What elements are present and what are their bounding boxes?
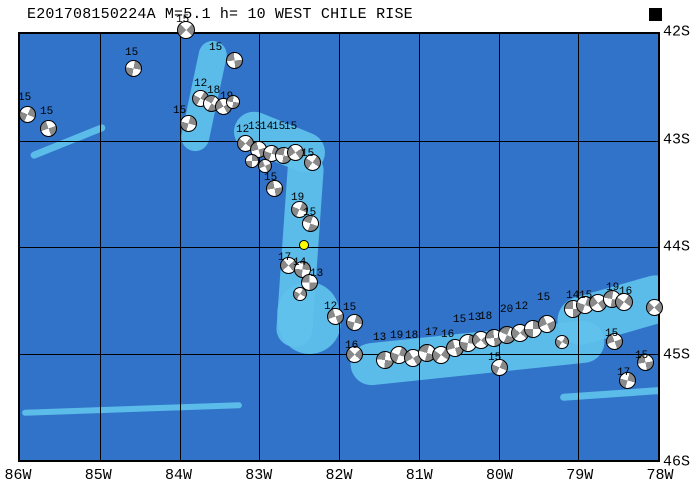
mechanism-date-label: 12 <box>324 301 338 313</box>
mechanism-date-label: 17 <box>425 327 439 339</box>
x-tick-label: 84W <box>164 467 193 484</box>
x-tick-label: 85W <box>84 467 112 484</box>
mechanism-date-label: 15 <box>605 328 619 340</box>
y-tick-label: 46S <box>663 453 691 471</box>
mechanism-date-label: 19 <box>390 330 404 342</box>
mechanism-date-label: 13 <box>373 332 387 344</box>
focal-mechanism-beachball <box>615 293 633 311</box>
mechanism-date-label: 12 <box>515 301 529 313</box>
focal-mechanism-beachball <box>345 313 363 331</box>
focal-mechanism-beachball <box>301 214 319 232</box>
focal-mechanism-beachball <box>293 287 307 301</box>
focal-mechanism-beachball <box>605 332 623 350</box>
mechanism-date-label: 15 <box>176 14 190 26</box>
x-tick-label: 83W <box>245 467 273 484</box>
mechanism-date-label: 13 <box>468 312 482 324</box>
event-magnitude: M=5.1 <box>164 6 211 23</box>
focal-mechanism-layer: 1515151515121819151213141515151519151714… <box>18 14 663 460</box>
mechanism-date-label: 15 <box>272 121 286 133</box>
focal-mechanism-beachball <box>177 21 195 39</box>
mechanism-date-label: 16 <box>345 340 359 352</box>
focal-mechanism-beachball <box>258 159 272 173</box>
x-tick-label: 86W <box>4 467 32 484</box>
mechanism-date-label: 14 <box>260 121 274 133</box>
y-tick-label: 43S <box>663 131 691 148</box>
x-tick-label: 79W <box>566 467 594 484</box>
focal-mechanism-beachball <box>290 200 308 218</box>
focal-mechanism-beachball <box>286 143 304 161</box>
mechanism-date-label: 14 <box>293 257 307 269</box>
mechanism-date-label: 18 <box>207 85 221 97</box>
focal-mechanism-beachball <box>490 358 508 376</box>
event-marker <box>299 240 309 250</box>
focal-mechanism-beachball <box>124 59 142 77</box>
focal-mechanism-beachball <box>303 153 321 171</box>
map-frame: 1515151515121819151213141515151519151714… <box>18 14 663 462</box>
x-tick-label: 80W <box>485 467 514 484</box>
grid-line-horizontal <box>20 353 658 355</box>
corner-mark <box>649 8 662 21</box>
focal-mechanism-beachball <box>636 353 654 371</box>
focal-mechanism-beachball <box>345 345 363 363</box>
mechanism-date-label: 16 <box>619 286 633 298</box>
mechanism-date-label: 15 <box>488 352 502 364</box>
mechanism-date-label: 17 <box>278 252 292 264</box>
y-tick-label: 45S <box>663 346 691 363</box>
mechanism-date-label: 15 <box>453 314 467 326</box>
event-depth: h= 10 <box>219 6 266 23</box>
y-tick-label: 42S <box>663 23 691 41</box>
mechanism-date-label: 15 <box>18 92 32 104</box>
mechanism-date-label: 15 <box>209 42 223 54</box>
mechanism-date-label: 15 <box>264 172 278 184</box>
mechanism-date-label: 19 <box>291 192 305 204</box>
y-tick-label: 44S <box>663 238 691 256</box>
focal-mechanism-beachball <box>265 179 283 197</box>
mechanism-date-label: 13 <box>310 268 324 280</box>
grid-line-horizontal <box>20 140 658 142</box>
focal-mechanism-beachball <box>39 119 57 137</box>
mechanism-date-label: 15 <box>537 292 551 304</box>
focal-mechanism-beachball <box>225 51 243 69</box>
mechanism-date-label: 18 <box>479 311 493 323</box>
mechanism-date-label: 13 <box>248 121 262 133</box>
mechanism-date-label: 17 <box>617 367 631 379</box>
focal-mechanism-beachball <box>245 154 259 168</box>
mechanism-date-label: 15 <box>635 350 649 362</box>
mechanism-date-label: 18 <box>405 330 419 342</box>
grid-line-horizontal <box>20 247 658 248</box>
focal-mechanism-beachball <box>226 95 240 109</box>
focal-mechanism-beachball <box>300 273 318 291</box>
focal-mechanism-beachball <box>555 335 569 349</box>
mechanism-date-label: 15 <box>579 290 593 302</box>
focal-mechanism-beachball <box>179 114 197 132</box>
mechanism-date-label: 16 <box>441 329 455 341</box>
x-tick-label: 78W <box>646 467 674 484</box>
mechanism-date-label: 12 <box>236 124 250 136</box>
x-tick-label: 81W <box>405 467 433 484</box>
mechanism-date-label: 14 <box>566 290 580 302</box>
focal-mechanism-beachball <box>326 307 344 325</box>
event-id: E201708150224A <box>27 6 156 23</box>
mechanism-date-label: 19 <box>606 282 620 294</box>
mechanism-date-label: 15 <box>301 148 315 160</box>
focal-mechanism-beachball <box>538 315 556 333</box>
mechanism-date-label: 12 <box>194 78 208 90</box>
plot-title: E201708150224A M=5.1 h= 10 WEST CHILE RISE <box>27 6 422 23</box>
mechanism-date-label: 15 <box>40 106 54 118</box>
focal-mechanism-beachball <box>618 371 636 389</box>
mechanism-date-label: 15 <box>303 207 317 219</box>
mechanism-date-label: 15 <box>343 302 357 314</box>
mechanism-date-label: 15 <box>173 105 187 117</box>
focal-mechanism-beachball <box>645 298 663 316</box>
grid-layer <box>20 34 658 460</box>
focal-mechanism-beachball <box>18 105 36 123</box>
mechanism-date-label: 15 <box>125 47 139 59</box>
event-region: WEST CHILE RISE <box>274 6 413 23</box>
x-tick-label: 82W <box>325 467 353 484</box>
mechanism-date-label: 20 <box>500 304 514 316</box>
mechanism-date-label: 15 <box>284 121 298 133</box>
